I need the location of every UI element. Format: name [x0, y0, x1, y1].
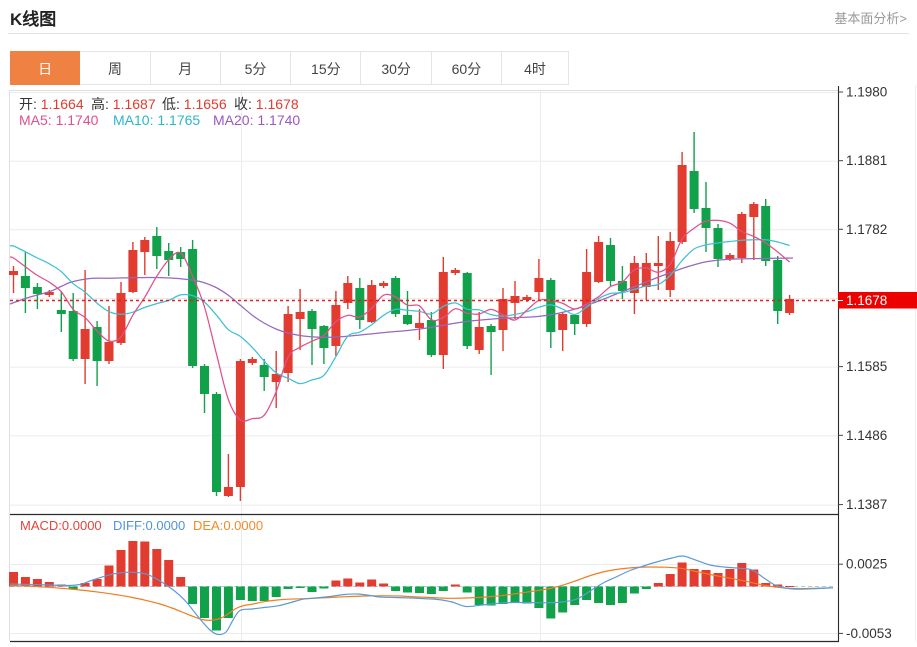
svg-text:MACD:0.0000: MACD:0.0000	[20, 518, 102, 533]
svg-text:1.1980: 1.1980	[846, 85, 887, 100]
svg-text:1.1585: 1.1585	[846, 359, 887, 374]
svg-text:0.0025: 0.0025	[846, 557, 887, 572]
svg-text:1.1387: 1.1387	[846, 497, 887, 512]
svg-text:1.1678: 1.1678	[846, 293, 887, 308]
svg-text:DIFF:0.0000: DIFF:0.0000	[113, 518, 185, 533]
svg-text:1.1782: 1.1782	[846, 222, 887, 237]
svg-text:1.1486: 1.1486	[846, 428, 887, 443]
svg-text:-0.0053: -0.0053	[846, 626, 892, 641]
svg-text:DEA:0.0000: DEA:0.0000	[193, 518, 263, 533]
svg-text:1.1881: 1.1881	[846, 153, 887, 168]
